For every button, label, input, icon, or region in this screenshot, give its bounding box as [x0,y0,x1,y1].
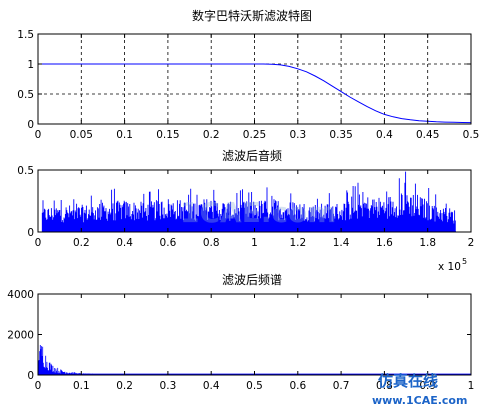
x-tick-label: 0.25 [243,129,266,141]
x-tick-label: 0.4 [203,380,220,392]
chart-title: 滤波后频谱 [222,273,282,287]
x-tick-label: 0.5 [246,380,263,392]
x-tick-label: 0.45 [416,129,439,141]
x-tick-label: 0 [35,380,42,392]
x-tick-label: 0.4 [116,237,133,249]
y-tick-label: 0 [27,370,34,382]
x-tick-label: 1.2 [289,237,306,249]
watermark-center-text: 1CAE.com [180,196,336,229]
x-tick-label: 0.8 [376,380,393,392]
y-tick-label: 0 [27,227,34,239]
y-tick-label: 1.5 [17,29,34,41]
audio-waveform [41,171,456,232]
x-tick-label: 0.35 [329,129,352,141]
x-tick-label: 0.9 [419,380,436,392]
x-tick-label: 1.4 [333,237,350,249]
x-multiplier-exponent: 5 [462,257,467,266]
y-tick-label: 1 [27,59,34,71]
subplot-butterworth-response: 数字巴特沃斯滤波特图 0 0.05 0.1 0.15 0.2 0.25 0.3 0.35 0.4… [17,8,479,141]
x-tick-label: 0.1 [73,380,90,392]
axes-frame [37,293,472,376]
x-tick-label: 0 [35,129,42,141]
watermark-cn-text: 仿真在线 [378,372,438,390]
watermark-url-text: www.1CAE.com [372,394,467,407]
x-tick-label: 1 [468,380,475,392]
x-tick-label: 0.3 [160,380,177,392]
x-tick-label: 0.2 [203,129,220,141]
x-tick-label: 0.05 [70,129,93,141]
audio-plot-area: 0 0.2 0.4 0.6 0.8 1 1.2 1.4 1.6 1.8 2 0 0.5 [17,165,474,249]
x-tick-label: 0.15 [156,129,179,141]
x-tick-label: 1 [251,237,258,249]
x-tick-label: 0.1 [116,129,133,141]
x-tick-label: 0.6 [160,237,177,249]
x-tick-label: 1.8 [419,237,436,249]
subplot-filtered-spectrum: 滤波后频谱 0 0.1 0.2 0.3 0.4 0.5 0.6 0.7 0.8 0.9 1 0 2000… [7,273,474,392]
watermark: 1CAE.com 仿真在线 www.1CAE.com [180,196,467,407]
x-tick-label: 1.6 [376,237,393,249]
response-plot-area: 0 0.05 0.1 0.15 0.2 0.25 0.3 0.35 0.4 0.45 0.5 0 0.5… [17,29,479,141]
x-tick-label: 0.8 [203,237,220,249]
chart-title: 滤波后音频 [222,148,282,163]
y-tick-label: 0 [27,119,34,131]
x-tick-label: 0.7 [333,380,350,392]
x-tick-label: 2 [468,237,475,249]
subplot-filtered-audio: 滤波后音频 0 0.2 0.4 0.6 0.8 1 1.2 1.4 1.6 1.8 2 0 0.5 x … [17,148,474,273]
y-tick-label: 0.5 [17,165,34,177]
y-tick-label: 4000 [7,289,34,301]
y-tick-label: 0.5 [17,89,34,101]
spectrum-plot-area: 0 0.1 0.2 0.3 0.4 0.5 0.6 0.7 0.8 0.9 1 0 2000 4000 [7,289,474,392]
x-tick-label: 0.3 [289,129,306,141]
x-tick-label: 0.2 [116,380,133,392]
x-tick-label: 0 [35,237,42,249]
x-tick-label: 0.4 [376,129,393,141]
x-tick-label: 0.5 [463,129,480,141]
x-multiplier-label: x 10 [438,261,461,273]
spectrum-bars [38,345,255,375]
chart-title: 数字巴特沃斯滤波特图 [192,8,312,23]
x-tick-label: 0.6 [289,380,306,392]
x-tick-label: 0.2 [73,237,90,249]
y-tick-label: 2000 [7,330,34,342]
